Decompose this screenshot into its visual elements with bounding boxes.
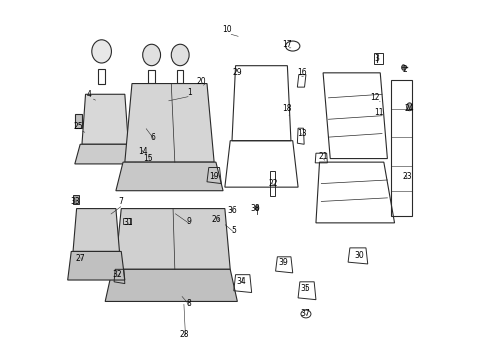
FancyBboxPatch shape bbox=[73, 195, 79, 204]
Polygon shape bbox=[82, 94, 128, 144]
Text: 5: 5 bbox=[231, 225, 236, 234]
Text: 13: 13 bbox=[296, 129, 306, 138]
Text: 17: 17 bbox=[282, 40, 292, 49]
Text: 9: 9 bbox=[186, 217, 191, 226]
Text: 14: 14 bbox=[138, 147, 147, 156]
Text: 35: 35 bbox=[300, 284, 309, 293]
Polygon shape bbox=[105, 269, 237, 301]
Text: 29: 29 bbox=[232, 68, 242, 77]
Ellipse shape bbox=[171, 44, 189, 66]
Text: 25: 25 bbox=[73, 122, 83, 131]
Text: 34: 34 bbox=[236, 277, 245, 286]
Ellipse shape bbox=[406, 103, 411, 111]
Text: 11: 11 bbox=[373, 108, 383, 117]
Polygon shape bbox=[73, 208, 119, 251]
Text: 39: 39 bbox=[278, 258, 287, 267]
Text: 33: 33 bbox=[70, 197, 80, 206]
Polygon shape bbox=[124, 84, 214, 162]
Text: 31: 31 bbox=[123, 219, 133, 228]
Ellipse shape bbox=[401, 65, 405, 70]
Polygon shape bbox=[115, 208, 230, 269]
Text: 36: 36 bbox=[226, 206, 236, 215]
Text: 10: 10 bbox=[222, 26, 231, 35]
Text: 24: 24 bbox=[403, 104, 413, 113]
FancyBboxPatch shape bbox=[75, 114, 81, 128]
Text: 3: 3 bbox=[373, 54, 378, 63]
Text: 32: 32 bbox=[113, 270, 122, 279]
Polygon shape bbox=[75, 144, 135, 164]
Ellipse shape bbox=[142, 44, 160, 66]
Text: 2: 2 bbox=[402, 65, 407, 74]
Text: 23: 23 bbox=[402, 172, 411, 181]
Text: 28: 28 bbox=[179, 330, 188, 339]
Text: 21: 21 bbox=[318, 152, 327, 161]
Text: 38: 38 bbox=[250, 204, 260, 213]
Text: 15: 15 bbox=[143, 154, 153, 163]
Text: 7: 7 bbox=[119, 197, 123, 206]
Text: 27: 27 bbox=[75, 254, 85, 263]
Text: 4: 4 bbox=[86, 90, 91, 99]
Polygon shape bbox=[116, 162, 223, 191]
Ellipse shape bbox=[255, 206, 258, 210]
Text: 1: 1 bbox=[186, 88, 191, 97]
Text: 37: 37 bbox=[300, 310, 309, 319]
Text: 12: 12 bbox=[369, 93, 379, 102]
Text: 18: 18 bbox=[282, 104, 291, 113]
Text: 8: 8 bbox=[186, 299, 191, 308]
Text: 6: 6 bbox=[151, 132, 156, 141]
Text: 30: 30 bbox=[353, 251, 363, 260]
Text: 22: 22 bbox=[268, 179, 277, 188]
Text: 20: 20 bbox=[196, 77, 206, 86]
Text: 16: 16 bbox=[296, 68, 306, 77]
Polygon shape bbox=[67, 251, 124, 280]
Ellipse shape bbox=[92, 40, 111, 63]
Text: 19: 19 bbox=[209, 172, 219, 181]
Text: 26: 26 bbox=[211, 215, 220, 224]
